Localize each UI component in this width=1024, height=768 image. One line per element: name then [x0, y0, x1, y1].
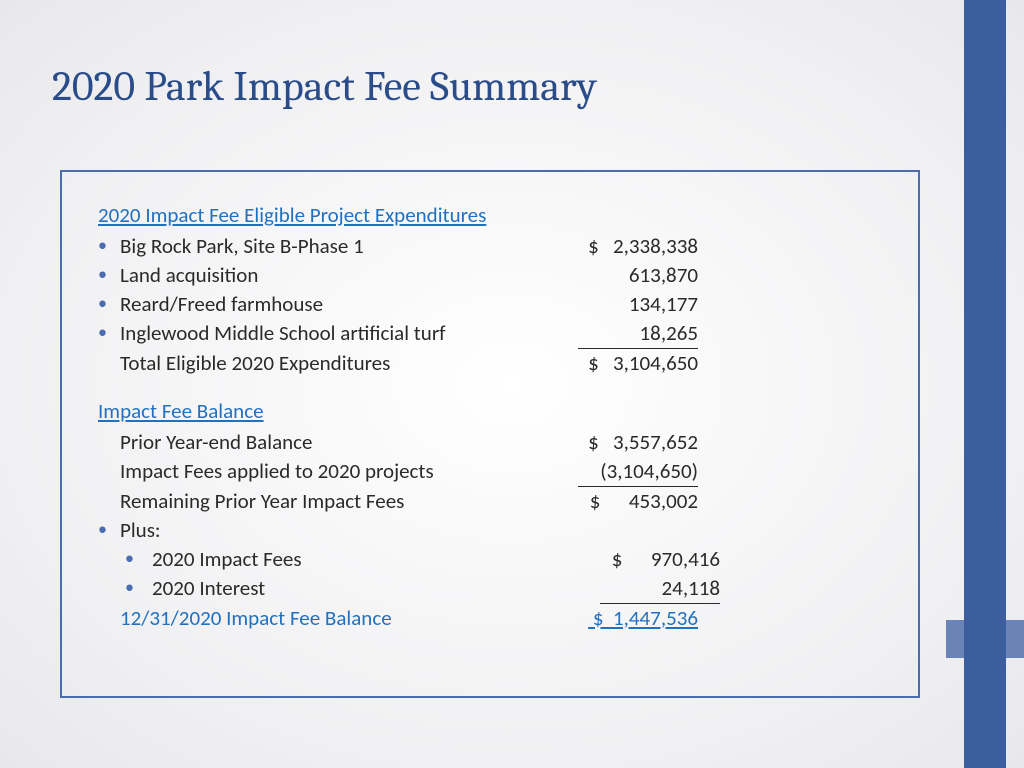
- balance-final: 12/31/2020 Impact Fee Balance $ 1,447,53…: [98, 604, 882, 633]
- final-label: 12/31/2020 Impact Fee Balance: [120, 604, 538, 633]
- balance-plus-item: • 2020 Interest 24,118: [98, 574, 882, 604]
- item-label: Prior Year-end Balance: [120, 428, 538, 457]
- plus-label: Plus:: [120, 516, 538, 545]
- total-label: Total Eligible 2020 Expenditures: [120, 349, 538, 378]
- item-amount: 134,177: [538, 290, 698, 319]
- bullet-icon: •: [98, 545, 152, 574]
- bullet-icon: •: [98, 232, 120, 261]
- expenditure-item: • Big Rock Park, Site B-Phase 1 $ 2,338,…: [98, 232, 882, 261]
- item-label: Inglewood Middle School artificial turf: [120, 319, 538, 349]
- item-label: Impact Fees applied to 2020 projects: [120, 457, 538, 487]
- item-label: Big Rock Park, Site B-Phase 1: [120, 232, 538, 261]
- item-amount: (3,104,650): [538, 457, 698, 487]
- bullet-icon: •: [98, 319, 120, 349]
- item-amount: 613,870: [538, 261, 698, 290]
- expenditure-total: Total Eligible 2020 Expenditures $ 3,104…: [98, 349, 882, 378]
- expenditure-item: • Inglewood Middle School artificial tur…: [98, 319, 882, 349]
- item-amount: $ 3,557,652: [538, 428, 698, 457]
- item-label: Remaining Prior Year Impact Fees: [120, 487, 538, 516]
- item-label: Land acquisition: [120, 261, 538, 290]
- final-amount: $ 1,447,536: [538, 604, 698, 633]
- slide-title: 2020 Park Impact Fee Summary: [52, 62, 597, 111]
- spacer: [98, 457, 120, 487]
- expenditures-heading: 2020 Impact Fee Eligible Project Expendi…: [98, 202, 882, 228]
- balance-prior: Prior Year-end Balance $ 3,557,652: [98, 428, 882, 457]
- bullet-icon: •: [98, 516, 120, 545]
- balance-plus: • Plus:: [98, 516, 882, 545]
- content-box: 2020 Impact Fee Eligible Project Expendi…: [60, 170, 920, 698]
- bullet-icon: •: [98, 290, 120, 319]
- spacer: [98, 604, 120, 633]
- balance-plus-item: • 2020 Impact Fees $ 970,416: [98, 545, 882, 574]
- item-label: Reard/Freed farmhouse: [120, 290, 538, 319]
- bullet-icon: •: [98, 574, 152, 604]
- spacer: [98, 487, 120, 516]
- item-amount: 18,265: [538, 319, 698, 349]
- decorative-stripe-main: [964, 0, 1006, 768]
- expenditure-item: • Reard/Freed farmhouse 134,177: [98, 290, 882, 319]
- balance-remaining: Remaining Prior Year Impact Fees $ 453,0…: [98, 487, 882, 516]
- item-amount: $ 2,338,338: [538, 232, 698, 261]
- balance-heading: Impact Fee Balance: [98, 398, 882, 424]
- item-label: 2020 Interest: [152, 574, 560, 604]
- item-label: 2020 Impact Fees: [152, 545, 560, 574]
- item-amount: 24,118: [560, 574, 720, 604]
- balance-applied: Impact Fees applied to 2020 projects (3,…: [98, 457, 882, 487]
- spacer: [98, 349, 120, 378]
- expenditure-item: • Land acquisition 613,870: [98, 261, 882, 290]
- total-amount: $ 3,104,650: [538, 349, 698, 378]
- item-amount: $ 453,002: [538, 487, 698, 516]
- item-amount: $ 970,416: [560, 545, 720, 574]
- bullet-icon: •: [98, 261, 120, 290]
- spacer: [98, 428, 120, 457]
